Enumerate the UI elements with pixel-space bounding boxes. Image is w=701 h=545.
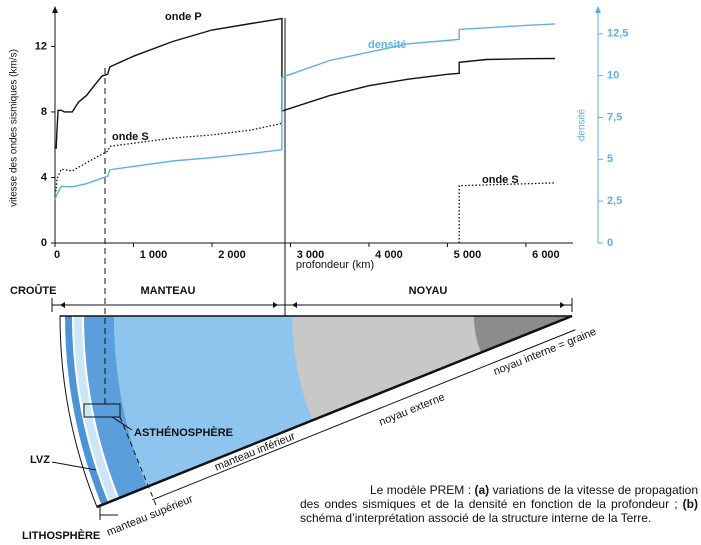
series-line [55,24,555,200]
series-label: onde S [482,174,519,186]
arrowhead [292,302,297,308]
y2-tick-label: 2,5 [607,195,622,207]
y2-tick-label: 7,5 [607,111,622,123]
caption-text: Le modèle PREM : [370,483,475,497]
layer-label: LITHOSPHÈRE [22,529,100,542]
y2-axis-title: densité [577,108,588,141]
x-tick-label: 2 000 [218,249,246,261]
caption-text: (a) [475,483,490,497]
y2-tick-label: 5 [607,153,613,165]
layer-label: manteau supérieur [105,493,195,539]
y2-tick-label: 0 [607,237,613,249]
y-tick-label: 0 [41,237,47,249]
caption-text: variations de la vitesse de propagation … [300,483,698,511]
axis-arrow [595,6,601,13]
series-label: onde P [165,11,202,23]
section-label: CROÛTE [10,284,56,297]
series-label: onde S [112,131,149,143]
x-tick-label: 1 000 [140,249,168,261]
x-axis-title: profondeur (km) [296,259,374,271]
y-tick-label: 12 [35,40,47,52]
y2-tick-label: 12,5 [607,28,628,40]
x-tick-label: 6 000 [532,249,560,261]
figure: 01 0002 0003 0004 0005 0006 0000481202,5… [0,0,701,545]
x-tick-label: 4 000 [375,249,403,261]
layer-label: ASTHÉNOSPHÈRE [134,426,233,439]
y-axis-title: vitesse des ondes sismiques (km/s) [9,49,20,207]
series-line [55,19,555,148]
section-label: MANTEAU [141,285,196,297]
arrowhead [273,302,278,308]
x-tick-label: 5 000 [454,249,482,261]
caption-text: (b) [683,497,698,511]
axis-arrow [52,6,58,13]
caption: Le modèle PREM : (a) variations de la vi… [300,483,698,525]
layer-label: noyau externe [377,391,446,428]
chart: 01 0002 0003 0004 0005 0006 0000481202,5… [0,0,701,545]
arrowhead [60,302,65,308]
section-label: NOYAU [409,285,448,297]
y-tick-label: 8 [41,106,47,118]
series-label: densité [368,39,407,51]
caption-text: schéma d’interprétation associé de la st… [300,511,651,525]
arrowhead [560,302,565,308]
y-tick-label: 4 [41,171,48,183]
x-tick-label: 0 [54,249,60,261]
y2-tick-label: 10 [607,70,619,82]
layer-label: LVZ [30,454,50,466]
